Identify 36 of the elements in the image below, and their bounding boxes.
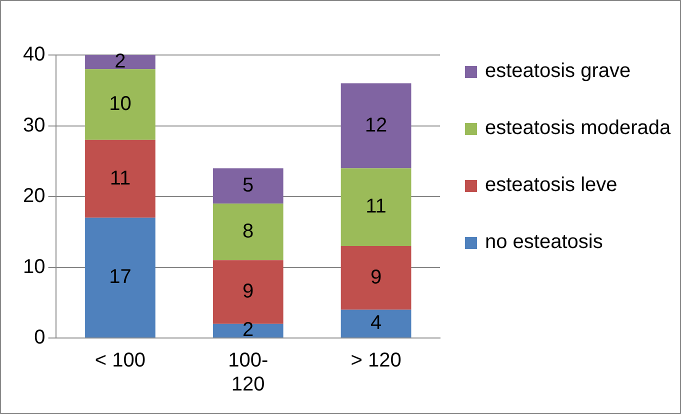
data-label: 11 bbox=[366, 196, 386, 218]
x-tick-label: 100-120 bbox=[228, 350, 268, 396]
x-tick-label: < 100 bbox=[94, 350, 146, 372]
data-label: 9 bbox=[370, 266, 382, 288]
bar bbox=[212, 324, 284, 338]
bar bbox=[340, 168, 412, 246]
bar bbox=[212, 260, 284, 324]
data-label: 17 bbox=[109, 266, 132, 288]
bar bbox=[85, 69, 156, 140]
data-label: 4 bbox=[370, 312, 382, 334]
y-tick-label: 20 bbox=[22, 185, 46, 208]
data-label: 12 bbox=[364, 114, 388, 136]
y-tick-label: 10 bbox=[22, 256, 46, 278]
data-label: 2 bbox=[242, 319, 254, 342]
legend-label: esteatosis grave bbox=[485, 60, 631, 83]
bar bbox=[85, 140, 156, 218]
bar bbox=[85, 55, 156, 70]
y-tick-label: 0 bbox=[34, 326, 46, 349]
data-label: 5 bbox=[242, 174, 254, 196]
y-tick-label: 40 bbox=[22, 44, 46, 66]
bar bbox=[340, 83, 412, 168]
legend-label: esteatosis leve bbox=[485, 174, 618, 197]
data-label: 8 bbox=[242, 220, 254, 242]
data-label: 11 bbox=[110, 167, 131, 190]
legend-label: no esteatosis bbox=[485, 231, 603, 254]
data-label: 9 bbox=[242, 280, 254, 303]
x-tick-label: > 120 bbox=[350, 350, 402, 372]
bar bbox=[85, 218, 156, 338]
bar bbox=[340, 310, 412, 338]
bar bbox=[212, 204, 284, 260]
data-label: 2 bbox=[114, 50, 126, 73]
bar bbox=[340, 246, 412, 310]
y-tick-label: 30 bbox=[22, 114, 46, 136]
legend-label: esteatosis moderada bbox=[485, 117, 671, 140]
data-label: 10 bbox=[109, 93, 132, 116]
bar bbox=[212, 168, 284, 204]
